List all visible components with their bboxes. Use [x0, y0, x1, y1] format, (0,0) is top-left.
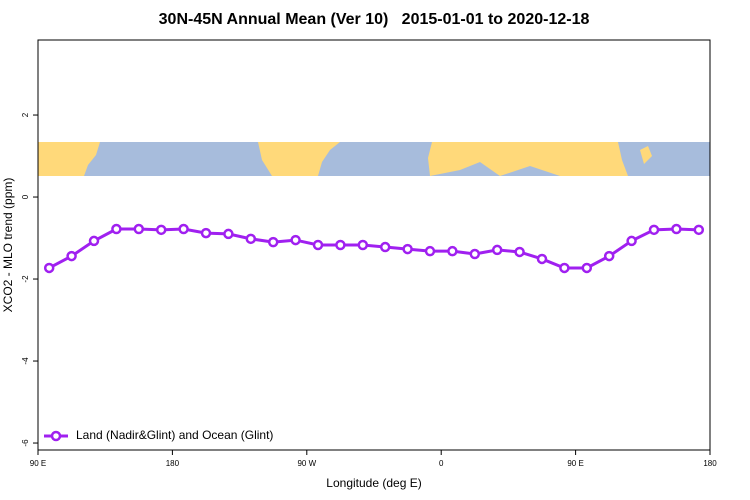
legend-label: Land (Nadir&Glint) and Ocean (Glint)	[76, 428, 273, 442]
point	[178, 223, 189, 235]
point	[66, 250, 77, 262]
x-tick-label: 90 E	[567, 459, 583, 468]
land	[640, 146, 652, 164]
point	[603, 250, 615, 262]
point	[626, 235, 637, 247]
x-tick-label: 90 E	[30, 459, 46, 468]
y-tick-label: -6	[21, 439, 30, 447]
point	[223, 228, 234, 240]
legend-marker	[50, 430, 62, 442]
land	[428, 142, 628, 176]
y-axis-label: XCO2 - MLO trend (ppm)	[1, 178, 15, 313]
point	[245, 233, 257, 245]
point	[379, 241, 391, 253]
point	[424, 245, 436, 257]
point	[491, 244, 503, 256]
land	[84, 142, 100, 176]
x-tick-label: 180	[166, 459, 180, 468]
point	[402, 243, 413, 255]
point	[312, 239, 324, 251]
chart-title: 30N-45N Annual Mean (Ver 10) 2015-01-01 …	[159, 11, 590, 28]
series-line	[48, 227, 699, 270]
x-tick-label: 180	[703, 459, 717, 468]
point	[43, 262, 55, 274]
point	[514, 246, 525, 258]
point	[267, 236, 279, 248]
point	[133, 223, 145, 235]
land	[258, 142, 340, 176]
land	[38, 142, 84, 176]
x-tick-label: 90 W	[297, 459, 316, 468]
point	[357, 239, 369, 251]
legend: Land (Nadir&Glint) and Ocean (Glint)	[44, 428, 273, 442]
point	[536, 253, 548, 265]
y-tick-label: -2	[21, 275, 30, 283]
point	[200, 227, 212, 239]
point	[671, 223, 682, 235]
y-tick-label: 0	[21, 194, 30, 199]
x-axis-label: Longitude (deg E)	[326, 476, 421, 490]
point	[648, 224, 660, 236]
point	[111, 223, 122, 235]
point	[581, 262, 593, 274]
map-strip	[38, 142, 710, 176]
point	[559, 262, 570, 274]
x-tick-label: 0	[439, 459, 444, 468]
point	[693, 224, 705, 236]
point	[290, 234, 301, 246]
point	[155, 224, 167, 236]
point	[447, 245, 458, 257]
plot-frame	[37, 39, 711, 451]
point	[335, 239, 346, 251]
y-tick-label: -4	[21, 357, 30, 365]
point	[88, 235, 100, 247]
y-tick-label: 2	[21, 112, 30, 117]
point	[469, 248, 481, 260]
